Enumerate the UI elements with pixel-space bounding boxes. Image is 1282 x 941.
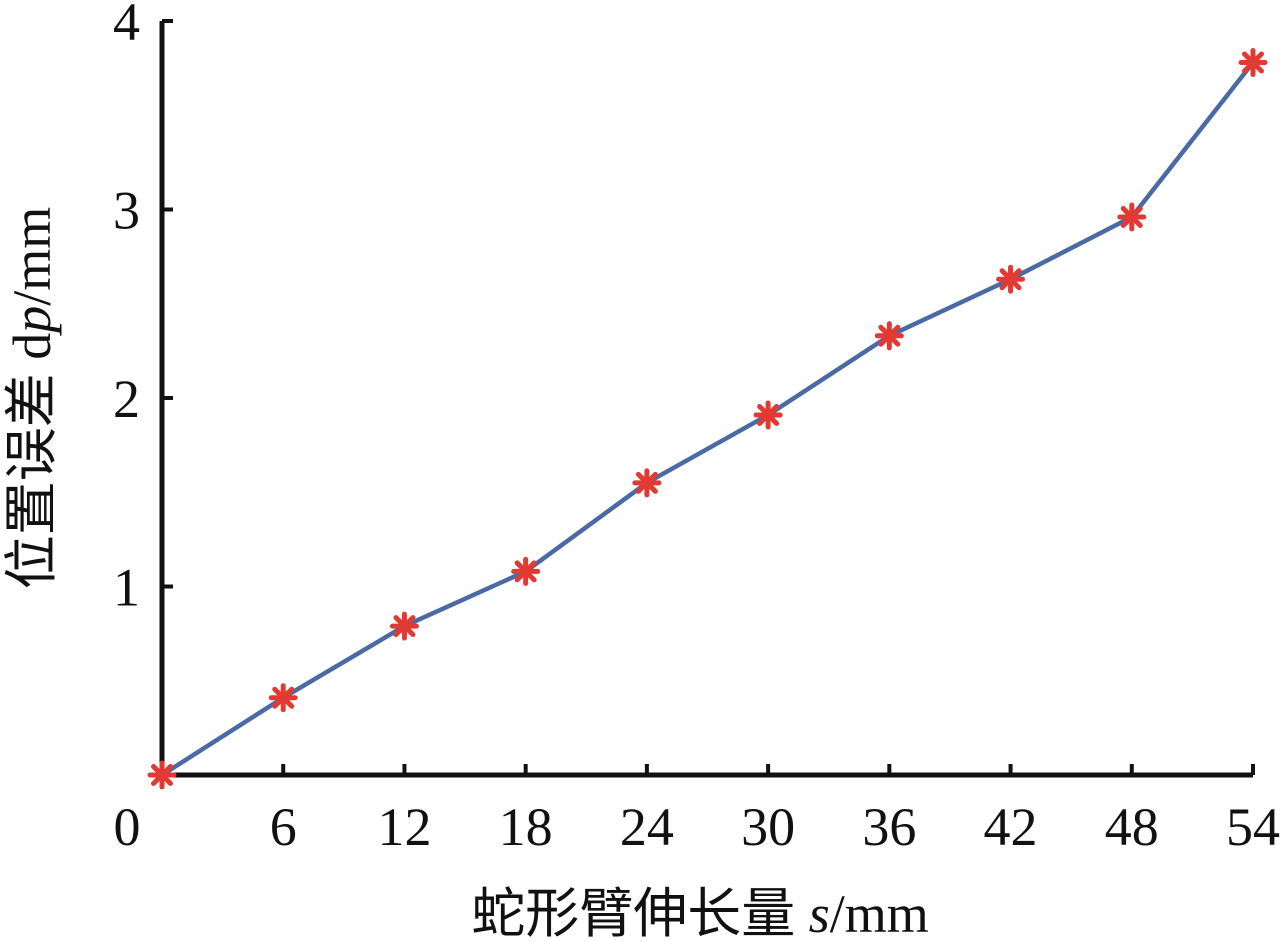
x-tick-label: 42 bbox=[984, 797, 1038, 857]
x-tick-label: 18 bbox=[499, 797, 553, 857]
data-point-marker bbox=[874, 321, 904, 351]
x-tick-label: 36 bbox=[862, 797, 916, 857]
x-tick-label: 6 bbox=[270, 797, 297, 857]
data-point-marker bbox=[1117, 202, 1147, 232]
data-point-marker bbox=[996, 264, 1026, 294]
data-point-marker bbox=[268, 683, 298, 713]
x-tick-label: 0 bbox=[114, 797, 141, 857]
y-axis-title: 位置误差 dp/mm bbox=[2, 207, 62, 590]
x-tick-label: 30 bbox=[741, 797, 795, 857]
data-point-marker bbox=[147, 760, 177, 790]
series-layer bbox=[147, 47, 1268, 790]
data-point-marker bbox=[1238, 47, 1268, 77]
data-point-marker bbox=[511, 556, 541, 586]
axes bbox=[159, 19, 1255, 778]
y-tick-label: 1 bbox=[113, 558, 140, 618]
x-axis-title: 蛇形臂伸长量 s/mm bbox=[471, 884, 929, 941]
series-line bbox=[160, 61, 1255, 777]
x-tick-label: 24 bbox=[620, 797, 674, 857]
data-point-marker bbox=[632, 468, 662, 498]
y-tick-label: 4 bbox=[113, 0, 140, 52]
x-tick-label: 48 bbox=[1105, 797, 1159, 857]
y-tick-label: 2 bbox=[113, 369, 140, 429]
x-tick-label: 12 bbox=[377, 797, 431, 857]
x-tick-label: 54 bbox=[1226, 797, 1280, 857]
data-point-marker bbox=[389, 611, 419, 641]
y-tick-label: 3 bbox=[113, 181, 140, 241]
data-point-marker bbox=[753, 400, 783, 430]
